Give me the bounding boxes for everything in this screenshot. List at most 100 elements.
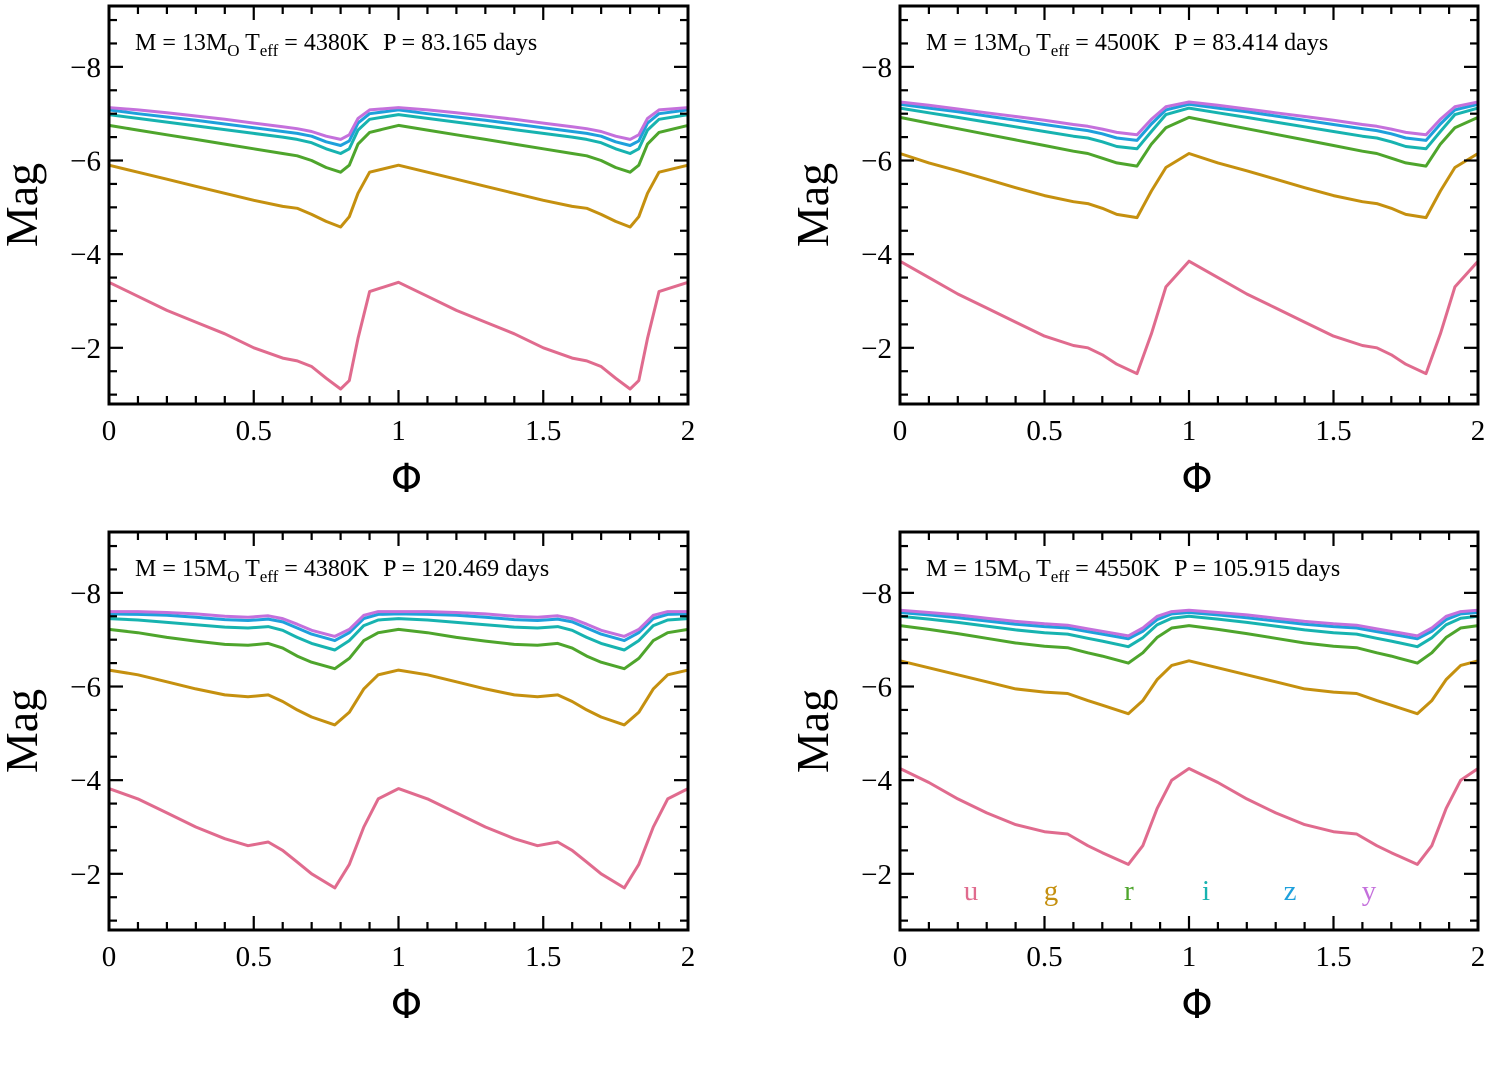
- curves: [898, 100, 1480, 376]
- series-u-line: [898, 259, 1480, 376]
- annotation-t: T: [1031, 30, 1052, 56]
- x-ticks: [107, 6, 690, 404]
- annotation-t-sub: eff: [1051, 567, 1070, 586]
- panel-4: 0 0.5 1 1.5 2 −2 −4 −6 −8 Φ Mag M = 15MO Teff = 455…: [787, 530, 1485, 1028]
- series-y-line: [107, 106, 690, 141]
- y-tick-label: −8: [861, 52, 892, 84]
- annotation-m-sub: O: [227, 41, 239, 60]
- y-tick-label: −6: [861, 672, 892, 704]
- annotation-t: T: [240, 30, 261, 56]
- legend-entry-g: g: [1044, 875, 1059, 907]
- series-i-line: [107, 617, 690, 652]
- series-g-line: [107, 163, 690, 229]
- model-parameters-annotation: M = 15MO Teff = 4380K P = 120.469 days: [135, 556, 549, 586]
- annotation-p: P = 120.469 days: [383, 556, 549, 582]
- series-r-line: [107, 123, 690, 174]
- annotation-m-sub: O: [227, 567, 239, 586]
- x-tick-label: 0.5: [1026, 941, 1062, 973]
- annotation-t-sub: eff: [260, 567, 279, 586]
- x-tick-label: 1: [1182, 941, 1197, 973]
- y-axis-label: Mag: [0, 163, 47, 247]
- legend-entry-i: i: [1202, 875, 1210, 907]
- x-tick-label: 1.5: [1315, 415, 1351, 447]
- y-tick-label: −4: [70, 765, 101, 797]
- model-parameters-annotation: M = 13MO Teff = 4380K P = 83.165 days: [135, 30, 537, 60]
- annotation-p: P = 83.165 days: [383, 30, 537, 56]
- annotation-m-sub: O: [1018, 567, 1030, 586]
- legend-entry-r: r: [1124, 875, 1134, 907]
- annotation-m: M = 15M: [135, 556, 227, 582]
- series-y-line: [107, 610, 690, 638]
- y-tick-label: −2: [70, 859, 101, 891]
- y-axis-label: Mag: [0, 689, 47, 773]
- series-y-line: [898, 608, 1480, 638]
- panel-1: 0 0.5 1 1.5 2 −2 −4 −6 −8 Φ Mag M = 13MO Teff = 438…: [0, 4, 696, 502]
- series-r-line: [898, 624, 1480, 665]
- series-r-line: [107, 627, 690, 671]
- annotation-p: P = 83.414 days: [1174, 30, 1328, 56]
- y-tick-label: −6: [861, 146, 892, 178]
- x-tick-label: 0: [102, 415, 117, 447]
- x-tick-label: 1.5: [1315, 941, 1351, 973]
- y-tick-label: −6: [70, 146, 101, 178]
- annotation-t-sub: eff: [1051, 41, 1070, 60]
- annotation-m: M = 13M: [135, 30, 227, 56]
- y-tick-label: −2: [861, 859, 892, 891]
- x-axis-label: Φ: [1181, 982, 1212, 1028]
- x-axis-label: Φ: [391, 982, 422, 1028]
- x-ticks: [898, 6, 1480, 404]
- x-tick-label: 0.5: [236, 415, 272, 447]
- annotation-t-sub: eff: [260, 41, 279, 60]
- y-axis-label: Mag: [787, 689, 838, 773]
- series-i-line: [107, 113, 690, 155]
- annotation-t: T: [240, 556, 261, 582]
- series-u-line: [107, 787, 690, 890]
- annotation-t-val: = 4550K: [1069, 556, 1161, 582]
- legend-entry-y: y: [1362, 875, 1377, 907]
- y-tick-label: −4: [70, 239, 101, 271]
- panel-3: 0 0.5 1 1.5 2 −2 −4 −6 −8 Φ Mag M = 15MO Teff = 438…: [0, 530, 695, 1028]
- x-tick-label: 2: [681, 415, 696, 447]
- legend-entry-u: u: [964, 875, 979, 907]
- curves: [107, 106, 690, 391]
- y-ticks: [109, 18, 688, 396]
- x-tick-label: 1: [1182, 415, 1197, 447]
- x-tick-label: 1.5: [525, 415, 561, 447]
- series-z-line: [898, 611, 1480, 641]
- plot-frame: [107, 4, 690, 406]
- x-ticks: [898, 532, 1480, 930]
- curves: [107, 610, 690, 890]
- x-tick-label: 0.5: [1026, 415, 1062, 447]
- series-z-line: [107, 108, 690, 147]
- y-tick-label: −6: [70, 672, 101, 704]
- y-tick-label: −4: [861, 239, 892, 271]
- y-ticks: [900, 544, 1478, 922]
- series-y-line: [898, 100, 1480, 137]
- y-tick-label: −8: [70, 52, 101, 84]
- x-tick-label: 0: [102, 941, 117, 973]
- annotation-p: P = 105.915 days: [1174, 556, 1340, 582]
- x-tick-label: 0.5: [236, 941, 272, 973]
- series-g-line: [107, 668, 690, 727]
- annotation-t: T: [1031, 556, 1052, 582]
- plot-frame: [107, 530, 690, 932]
- series-g-line: [898, 152, 1480, 220]
- model-parameters-annotation: M = 15MO Teff = 4550K P = 105.915 days: [926, 556, 1340, 586]
- panel-2: 0 0.5 1 1.5 2 −2 −4 −6 −8 Φ Mag M = 13MO Teff = 450…: [787, 4, 1486, 502]
- y-tick-label: −4: [861, 765, 892, 797]
- x-tick-label: 2: [1471, 415, 1486, 447]
- model-parameters-annotation: M = 13MO Teff = 4500K P = 83.414 days: [926, 30, 1328, 60]
- plot-frame: [898, 4, 1480, 406]
- series-u-line: [107, 280, 690, 391]
- annotation-m-sub: O: [1018, 41, 1030, 60]
- series-g-line: [898, 659, 1480, 716]
- x-ticks: [107, 532, 690, 930]
- x-axis-label: Φ: [1181, 456, 1212, 502]
- x-tick-label: 1.5: [525, 941, 561, 973]
- series-z-line: [898, 102, 1480, 142]
- annotation-m: M = 13M: [926, 30, 1018, 56]
- y-tick-label: −8: [70, 578, 101, 610]
- annotation-t-val: = 4380K: [278, 556, 370, 582]
